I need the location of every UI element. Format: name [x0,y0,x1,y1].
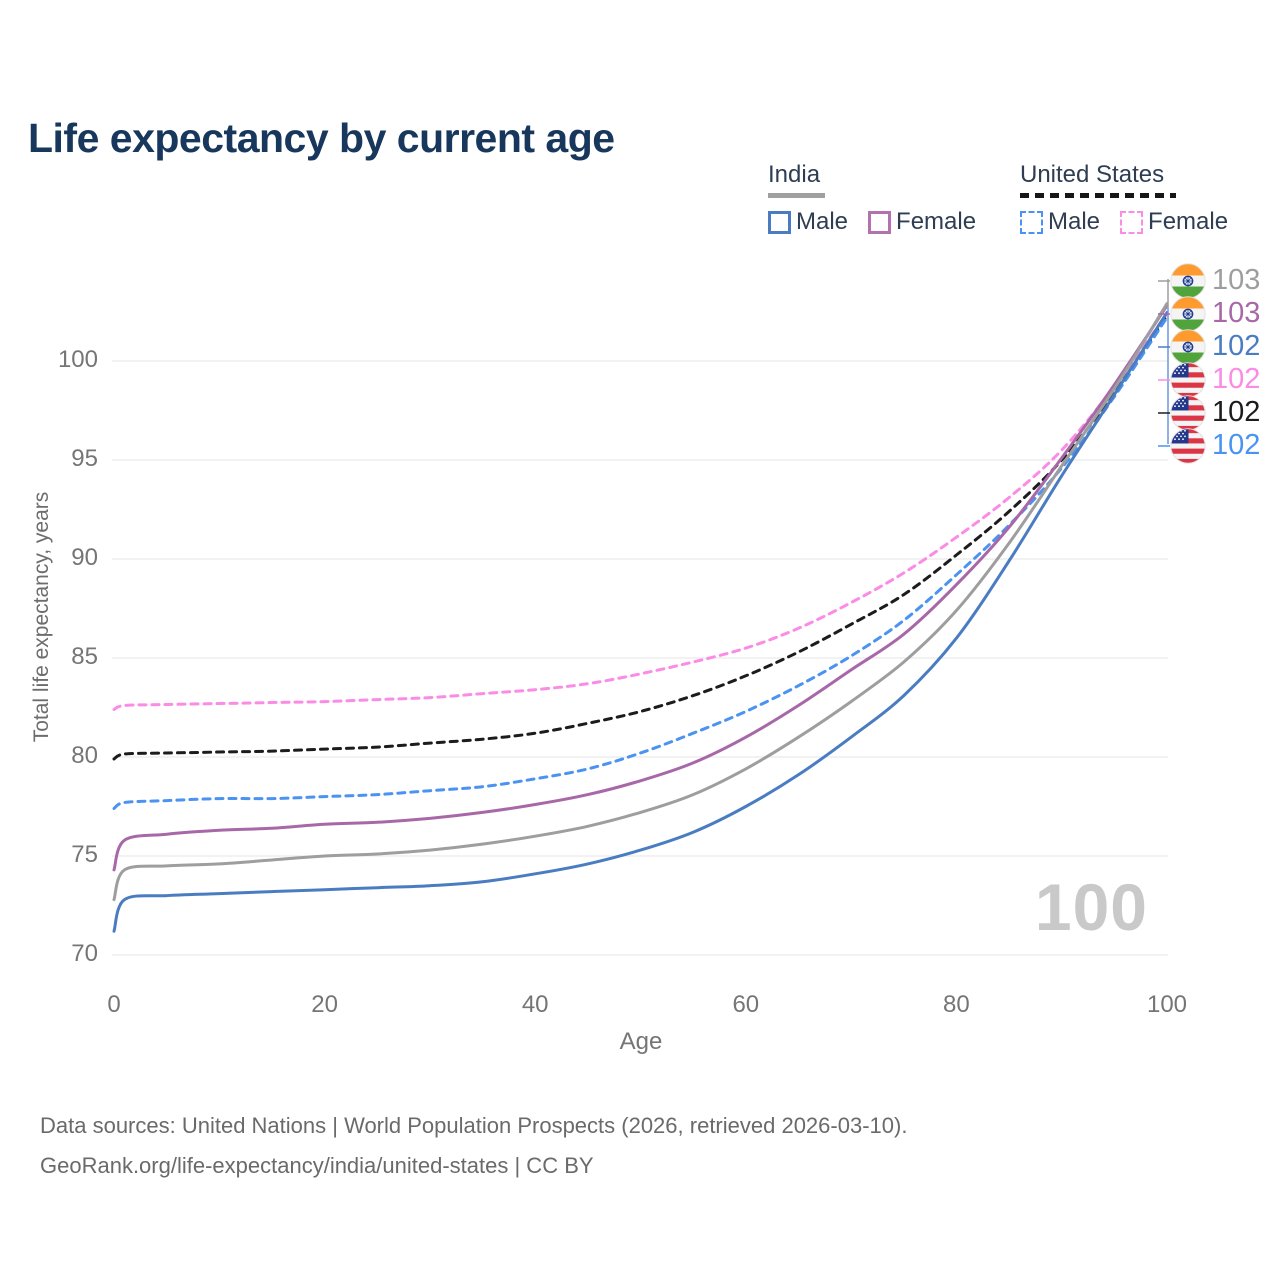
series-line-india-total[interactable] [112,302,1169,902]
legend-swatch-us-male[interactable] [1020,210,1043,234]
source-footer: Data sources: United Nations | World Pop… [40,1106,907,1186]
y-tick-85: 85 [71,643,98,670]
legend-group-india-title: India [768,161,821,188]
x-tick-80: 80 [943,991,970,1018]
legend-label-us-female[interactable]: Female [1148,207,1229,235]
india-flag-icon [1170,329,1206,365]
legend-rule-us-total [1020,193,1176,198]
series-line-india-female[interactable] [112,304,1169,872]
india-flag-icon [1170,263,1206,299]
legend-swatch-india-male[interactable] [768,210,791,234]
end-value-label-us-male: 102 [1212,429,1261,461]
y-tick-75: 75 [71,841,98,868]
x-axis-title: Age [619,1028,663,1055]
legend-label-us-male[interactable]: Male [1048,207,1101,235]
us-flag-icon [1170,395,1206,431]
x-tick-20: 20 [311,991,338,1018]
us-flag-icon [1170,428,1206,464]
legend-group-us-title: United States [1020,161,1165,188]
end-value-label-us-total: 102 [1212,396,1261,428]
y-tick-80: 80 [71,742,98,769]
end-value-label-us-female: 102 [1212,363,1261,395]
end-value-label-india-total: 103 [1212,264,1261,296]
legend-swatch-india-female[interactable] [868,210,892,234]
y-tick-90: 90 [71,544,98,571]
legend-group-united-states: United States Male Female [1020,161,1248,235]
y-tick-100: 100 [57,346,98,373]
y-axis-title: Total life expectancy, years [30,491,53,743]
x-tick-60: 60 [732,991,760,1018]
y-tick-95: 95 [71,445,98,472]
hover-age-watermark: 100 [1034,870,1148,944]
legend-rule-india-total [768,193,825,198]
legend-label-india-male[interactable]: Male [796,207,849,235]
end-value-label-india-female: 103 [1212,297,1261,329]
legend-swatch-us-female[interactable] [1120,210,1144,234]
legend-group-india: India Male Female [768,161,996,235]
chart-title: Life expectancy by current age [28,115,615,162]
series-line-india-male[interactable] [112,311,1169,933]
series-line-us-female[interactable] [112,312,1169,711]
source-line-2[interactable]: GeoRank.org/life-expectancy/india/united… [40,1153,594,1178]
y-tick-70: 70 [71,940,98,967]
us-flag-icon [1170,362,1206,398]
x-tick-100: 100 [1146,991,1188,1018]
x-tick-0: 0 [107,991,121,1018]
x-tick-40: 40 [521,991,549,1018]
source-line-1: Data sources: United Nations | World Pop… [40,1113,908,1138]
legend-label-india-female[interactable]: Female [896,207,977,235]
series-line-us-total[interactable] [112,314,1169,761]
end-value-label-india-male: 102 [1212,330,1261,362]
india-flag-icon [1170,296,1206,332]
